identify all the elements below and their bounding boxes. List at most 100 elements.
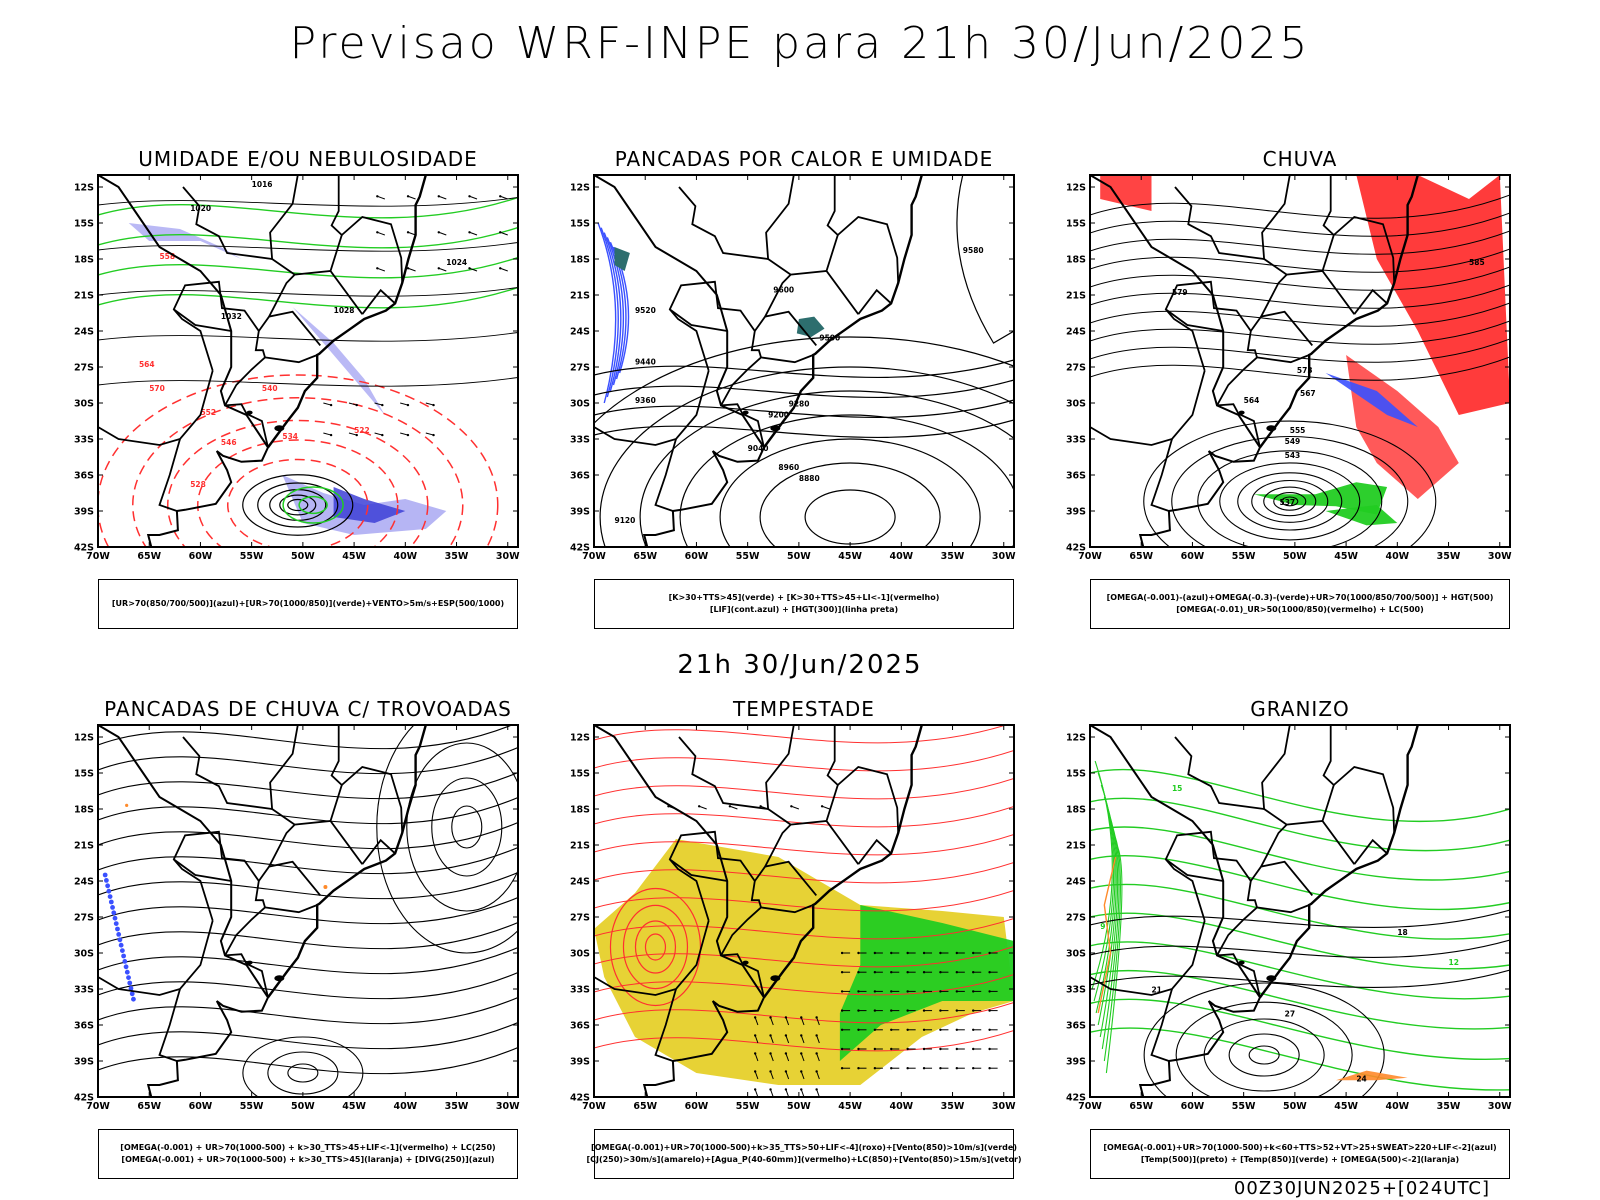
isobar <box>98 377 518 387</box>
panel-chuva: CHUVA 585 579 573 567 564 555 549 543 537 12S 15S 1… <box>1066 147 1512 629</box>
map-content <box>594 725 1014 1097</box>
lif-contour <box>603 232 622 392</box>
wind-vector <box>873 951 877 955</box>
lon-label: 30W <box>1488 1101 1512 1112</box>
lon-label: 65W <box>1129 1101 1153 1112</box>
hgt300-contour <box>639 390 1014 547</box>
legend-line: [OMEGA(-0.001) + UR>70(1000-500) + k>30_… <box>121 1155 495 1164</box>
lon-label: 65W <box>633 1101 657 1112</box>
contour-label: 1016 <box>252 180 273 189</box>
heavy-rain-area <box>1253 482 1388 515</box>
wind-vector <box>425 402 434 406</box>
state-border <box>182 736 273 810</box>
state-border <box>1090 920 1206 996</box>
lat-label: 36S <box>74 471 94 482</box>
panel-umidade: UMIDADE E/OU NEBULOSIDADE 1016 1020 1024 10… <box>74 147 520 629</box>
temp500-contour <box>1248 1045 1280 1065</box>
lat-label: 24S <box>74 877 94 888</box>
lat-label: 33S <box>74 985 94 996</box>
wind-vector <box>377 267 386 272</box>
hgt500-contour <box>1090 194 1510 219</box>
wind-vector <box>800 1034 803 1037</box>
contour-label: 555 <box>1290 426 1306 435</box>
wind-vector <box>955 971 959 974</box>
wind-vector <box>939 1009 942 1012</box>
wind-vector <box>816 1017 820 1026</box>
wind-vector <box>348 432 357 436</box>
wind-vector <box>840 951 844 955</box>
wind-vector <box>406 433 410 437</box>
contour-label: 543 <box>1285 451 1301 460</box>
humidity-700-area <box>292 307 385 415</box>
wind-vector <box>697 805 701 808</box>
state-border <box>1164 280 1259 406</box>
map-content: 1016 1020 1024 1028 1032 570 564 558 552 546 540 53… <box>98 175 518 547</box>
wind-vector <box>939 1067 942 1070</box>
coastline-west <box>1090 175 1262 547</box>
wind-vector <box>754 1053 759 1062</box>
lc850-contour <box>594 778 1014 800</box>
wind-vector <box>840 1047 844 1051</box>
state-border <box>1333 766 1396 834</box>
wind-vector <box>800 1071 805 1080</box>
wind-vector <box>729 805 738 810</box>
streamline <box>98 971 518 1000</box>
streamline <box>98 996 518 1025</box>
state-border <box>1261 175 1291 276</box>
lat-label: 27S <box>1066 913 1086 924</box>
lat-label: 36S <box>1066 1021 1086 1032</box>
hgt500-contour <box>1090 320 1510 345</box>
lon-label: 30W <box>992 551 1016 562</box>
divergence-marker <box>102 872 108 878</box>
lat-label: 39S <box>570 507 590 518</box>
legend-line: [OMEGA(-0.001)+UR>70(1000-500)+k>35_TTS>… <box>591 1143 1017 1152</box>
state-border <box>172 280 267 406</box>
wind-vector <box>800 1070 803 1073</box>
contour-label: 564 <box>1244 396 1260 405</box>
coastline-west <box>98 725 270 1097</box>
temp850-contour <box>1091 760 1113 990</box>
wind-vector <box>753 1052 757 1055</box>
contour-label: 9500 <box>819 334 840 343</box>
state-border <box>669 308 728 332</box>
lon-label: 35W <box>445 1101 469 1112</box>
lat-label: 21S <box>1066 841 1086 852</box>
state-border <box>224 403 269 448</box>
divergence-marker <box>116 932 122 937</box>
heavy-rain-area <box>1325 505 1398 526</box>
lat-label: 33S <box>570 985 590 996</box>
wind-vector <box>816 1053 820 1062</box>
contour-label: 15 <box>1172 784 1182 793</box>
hgt500-contour <box>1171 435 1409 547</box>
wind-vector <box>499 231 502 234</box>
wind-vector <box>939 971 942 974</box>
isobar <box>242 474 354 536</box>
legend-line: [LIF](cont.azul) + [HGT(300)](linha pret… <box>709 605 899 614</box>
hgt300-contour <box>594 379 1014 398</box>
lake-marker <box>1238 960 1245 965</box>
state-border <box>1216 403 1261 448</box>
state-border <box>269 175 299 276</box>
rain-area <box>1100 175 1152 211</box>
wind-vector <box>355 433 358 437</box>
wind-vector <box>754 1089 759 1097</box>
wind-vector <box>815 1052 818 1055</box>
wind-vector <box>469 267 478 272</box>
streamline <box>406 742 518 912</box>
wind-vector <box>955 1009 959 1012</box>
lat-label: 18S <box>1066 255 1086 266</box>
instability-area <box>796 316 825 337</box>
streamline <box>267 1051 339 1095</box>
wind-vector <box>906 951 909 955</box>
wind-vector <box>955 1067 959 1070</box>
wind-vector <box>922 1009 926 1012</box>
humidity-low-contour <box>298 495 328 515</box>
map-chuva: 585 579 573 567 564 555 549 543 537 12S 15S 18S 21S 2… <box>1066 174 1512 562</box>
lat-label: 30S <box>74 949 94 960</box>
hgt300-contour <box>679 414 1014 547</box>
temp850-contour <box>1090 855 1510 911</box>
wind-vector <box>791 805 800 810</box>
lon-label: 40W <box>1385 1101 1409 1112</box>
panel-tempestade: TEMPESTADE 12S 15S 18S 21S 24S 27S 30S 33S 36S 39… <box>570 697 1022 1179</box>
